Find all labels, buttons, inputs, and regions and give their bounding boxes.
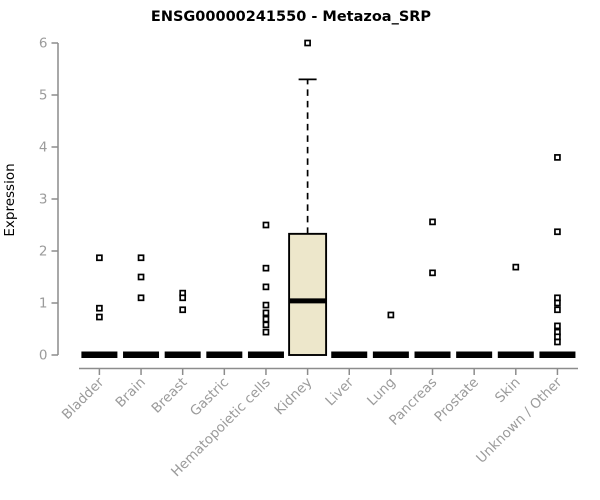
outlier-point (262, 283, 270, 291)
outlier-point (554, 338, 561, 346)
collapsed-box (331, 351, 368, 358)
outlier-point (554, 322, 561, 330)
outlier-point (179, 306, 187, 314)
outlier-point (262, 221, 270, 229)
outlier-point (554, 228, 561, 236)
collapsed-box (372, 351, 409, 358)
x-tick-label: Prostate (431, 375, 482, 426)
outlier-point (554, 333, 561, 341)
box (288, 232, 328, 356)
outlier-point (429, 269, 436, 277)
outlier-point (429, 218, 436, 226)
y-tick-label: 0 (39, 348, 48, 364)
outlier-point (96, 254, 103, 262)
x-tick-label: Breast (148, 375, 190, 417)
outlier-point (96, 313, 103, 321)
outlier-point (554, 299, 561, 307)
collapsed-box (164, 351, 201, 358)
collapsed-box (247, 351, 284, 358)
chart-title: ENSG00000241550 - Metazoa_SRP (150, 9, 432, 25)
x-tick-label: Liver (322, 374, 357, 409)
y-tick-label: 5 (39, 88, 48, 104)
outlier-point (262, 328, 270, 336)
y-tick-label: 2 (39, 244, 48, 260)
collapsed-box (414, 351, 451, 358)
collapsed-box (123, 351, 160, 358)
x-tick-label: Kidney (272, 375, 316, 419)
outlier-point (554, 306, 561, 314)
outlier-point (179, 294, 187, 302)
outlier-point (262, 309, 270, 317)
outlier-point (554, 294, 561, 302)
outlier-point (262, 315, 270, 323)
y-tick-label: 4 (39, 140, 48, 156)
collapsed-box (206, 351, 243, 358)
outlier-point (554, 154, 561, 161)
outlier-point (137, 294, 145, 302)
collapsed-box (456, 351, 493, 358)
x-tick-label: Skin (492, 375, 524, 407)
outlier-point (304, 39, 311, 47)
y-tick-label: 3 (39, 192, 48, 208)
x-tick-label: Brain (113, 375, 149, 411)
outlier-point (512, 263, 520, 271)
x-tick-label: Lung (364, 375, 399, 410)
collapsed-box (81, 351, 118, 358)
outlier-point (262, 301, 270, 309)
outlier-point (262, 264, 270, 272)
collapsed-box (497, 351, 534, 358)
outlier-point (387, 311, 395, 319)
outlier-point (137, 254, 145, 262)
collapsed-box (539, 351, 576, 358)
outlier-point (262, 321, 270, 329)
y-tick-label: 6 (39, 36, 48, 52)
x-tick-label: Bladder (59, 374, 108, 423)
outlier-point (96, 304, 103, 312)
y-tick-label: 1 (39, 296, 48, 312)
outlier-point (137, 273, 145, 281)
